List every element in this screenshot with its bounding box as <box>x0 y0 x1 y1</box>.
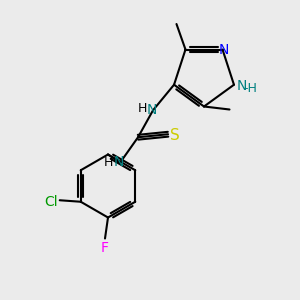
Text: F: F <box>101 241 109 254</box>
Text: N: N <box>113 155 124 169</box>
Text: N: N <box>219 43 229 56</box>
Text: N: N <box>236 79 247 93</box>
Text: N: N <box>146 103 157 117</box>
Text: Cl: Cl <box>44 195 58 209</box>
Text: -H: -H <box>244 82 257 95</box>
Text: S: S <box>170 128 179 143</box>
Text: H: H <box>138 102 147 115</box>
Text: H: H <box>104 156 113 169</box>
